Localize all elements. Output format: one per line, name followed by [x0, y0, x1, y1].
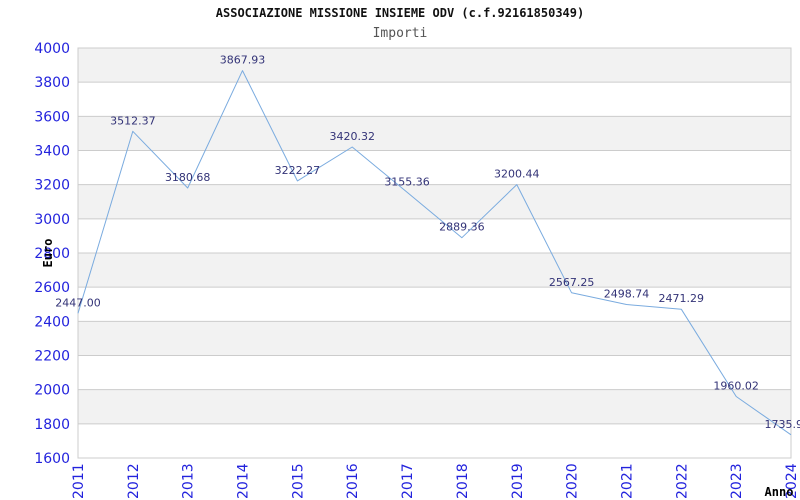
x-tick-label: 2016	[345, 463, 361, 499]
y-tick-label: 3800	[34, 75, 70, 91]
point-label: 3512.37	[110, 114, 156, 127]
x-tick-label: 2019	[510, 463, 526, 499]
chart-subtitle: Importi	[372, 26, 428, 41]
x-tick-label: 2022	[674, 463, 690, 499]
y-tick-label: 2000	[34, 383, 70, 399]
y-tick-label: 2200	[34, 349, 70, 365]
x-tick-label: 2020	[565, 463, 581, 499]
point-label: 3222.27	[275, 164, 321, 177]
point-label: 2471.29	[659, 292, 705, 305]
chart-title: ASSOCIAZIONE MISSIONE INSIEME ODV (c.f.9…	[215, 6, 585, 20]
point-label: 3420.32	[329, 130, 375, 143]
x-tick-label: 2021	[619, 463, 635, 499]
x-tick-label: 2013	[181, 463, 197, 499]
plot-band	[78, 389, 791, 424]
point-label: 2498.74	[604, 287, 650, 300]
y-axis-title: Euro	[41, 239, 55, 268]
x-axis-title: Anno	[765, 485, 794, 499]
point-label: 3867.93	[220, 54, 266, 67]
y-tick-label: 3000	[34, 212, 70, 228]
x-tick-label: 2011	[71, 463, 87, 499]
x-tick-label: 2023	[729, 463, 745, 499]
plot-band	[78, 184, 791, 219]
plot-band	[78, 48, 791, 83]
point-label: 2889.36	[439, 221, 485, 234]
y-tick-label: 4000	[34, 41, 70, 57]
plot-band	[78, 253, 791, 288]
point-label: 1735.9	[765, 418, 800, 431]
y-tick-label: 2800	[34, 246, 70, 262]
y-tick-label: 3400	[34, 144, 70, 160]
importi-series-line	[77, 70, 792, 436]
plot-band	[78, 116, 791, 151]
point-label: 2447.00	[55, 296, 101, 309]
y-tick-label: 2600	[34, 280, 70, 296]
y-tick-label: 1800	[34, 417, 70, 433]
point-label: 2567.25	[549, 276, 595, 289]
point-label: 3155.36	[384, 175, 430, 188]
x-tick-label: 2015	[290, 463, 306, 499]
y-tick-label: 2400	[34, 314, 70, 330]
x-tick-label: 2018	[455, 463, 471, 499]
y-tick-label: 3600	[34, 109, 70, 125]
x-tick-label: 2024	[784, 463, 800, 499]
x-tick-label: 2012	[126, 463, 142, 499]
point-label: 1960.02	[713, 379, 759, 392]
plot-band	[78, 321, 791, 356]
point-label: 3200.44	[494, 168, 540, 181]
x-tick-label: 2017	[400, 463, 416, 499]
y-tick-label: 3200	[34, 178, 70, 194]
point-label: 3180.68	[165, 171, 211, 184]
plot-border	[77, 47, 792, 459]
y-tick-label: 1600	[34, 451, 70, 467]
x-tick-label: 2014	[236, 463, 252, 499]
